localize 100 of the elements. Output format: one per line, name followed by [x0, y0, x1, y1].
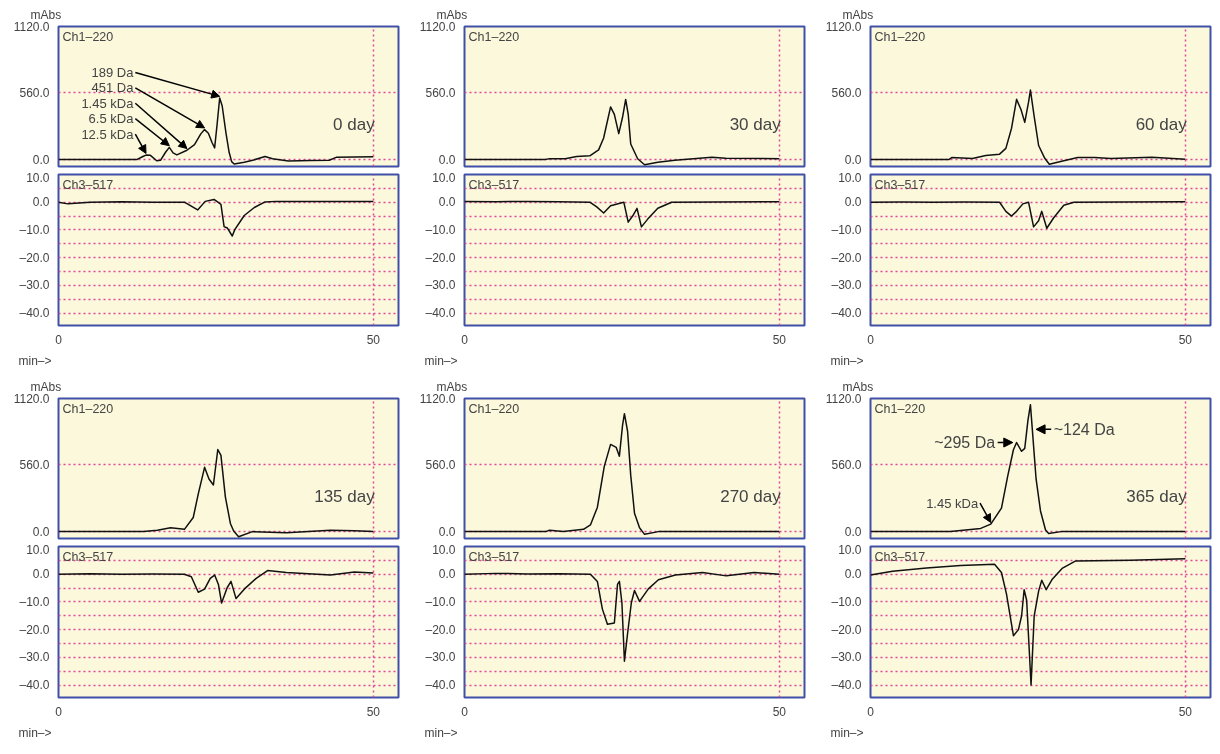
x-axis-title: min–> — [18, 353, 52, 368]
y-tick-label: 560.0 — [425, 458, 456, 473]
x-tick-label: 0 — [55, 704, 63, 719]
x-tick-label: 50 — [1178, 704, 1193, 719]
y-tick-label: –30.0 — [19, 278, 50, 293]
y-tick-label: –40.0 — [425, 306, 456, 321]
line-series — [58, 569, 375, 604]
annotation: 6.5 kDa — [88, 111, 135, 127]
y-tick-label: –10.0 — [831, 594, 862, 609]
x-tick-label: 0 — [461, 704, 469, 719]
y-tick-label: 0.0 — [438, 195, 456, 210]
y-tick-label: 0.0 — [844, 524, 862, 539]
line-series — [870, 200, 1187, 229]
chart-title: Ch1–220 — [62, 401, 114, 416]
y-tick-label: 0.0 — [844, 152, 862, 167]
chart-title: Ch1–220 — [468, 29, 520, 44]
y-tick-label: –10.0 — [19, 222, 50, 237]
y-tick-label: 10.0 — [838, 542, 862, 557]
y-tick-label: 0.0 — [32, 524, 50, 539]
y-tick-label: 10.0 — [838, 170, 862, 185]
y-tick-label: –30.0 — [831, 650, 862, 665]
y-tick-label: 0.0 — [438, 524, 456, 539]
chart-title: Ch3–517 — [874, 177, 926, 192]
y-tick-label: 0.0 — [32, 195, 50, 210]
y-axis-title: mAbs — [436, 379, 468, 394]
y-tick-label: –30.0 — [831, 278, 862, 293]
y-tick-label: 560.0 — [831, 86, 862, 101]
y-tick-label: –40.0 — [19, 306, 50, 321]
y-tick-label: 0.0 — [438, 152, 456, 167]
line-series — [58, 198, 375, 237]
y-tick-label: 0.0 — [844, 567, 862, 582]
x-axis-title: min–> — [424, 725, 458, 740]
y-tick-label: –40.0 — [831, 306, 862, 321]
y-tick-label: –10.0 — [425, 594, 456, 609]
line-series — [58, 448, 375, 538]
chart-title: Ch3–517 — [468, 177, 520, 192]
y-tick-label: –30.0 — [19, 650, 50, 665]
line-series — [464, 571, 781, 662]
annotation: 30 day — [729, 115, 782, 134]
x-tick-label: 0 — [867, 704, 875, 719]
line-series — [870, 89, 1187, 165]
chart-title: Ch3–517 — [468, 549, 520, 564]
x-tick-label: 50 — [366, 332, 381, 347]
line-series — [870, 403, 1187, 535]
annotation: ~124 Da — [1053, 420, 1115, 438]
annotation: 135 day — [314, 487, 376, 506]
y-tick-label: –30.0 — [425, 278, 456, 293]
y-tick-label: 0.0 — [844, 195, 862, 210]
y-tick-label: –10.0 — [831, 222, 862, 237]
y-axis-title: mAbs — [436, 7, 468, 22]
line-series — [464, 412, 781, 536]
chart-title: Ch1–220 — [874, 29, 926, 44]
x-tick-label: 50 — [772, 332, 787, 347]
x-tick-label: 0 — [461, 332, 469, 347]
y-axis-title: mAbs — [842, 379, 874, 394]
y-tick-label: 0.0 — [32, 567, 50, 582]
y-tick-label: 1120.0 — [419, 20, 456, 34]
y-tick-label: 10.0 — [432, 542, 456, 557]
annotation: 1.45 kDa — [926, 495, 979, 511]
y-tick-label: –40.0 — [425, 678, 456, 693]
chart-title: Ch1–220 — [468, 401, 520, 416]
y-tick-label: –20.0 — [19, 622, 50, 637]
y-tick-label: 560.0 — [19, 458, 50, 473]
x-tick-label: 50 — [1178, 332, 1193, 347]
y-tick-label: –20.0 — [425, 250, 456, 265]
y-tick-label: 560.0 — [19, 86, 50, 101]
annotation: 270 day — [720, 487, 782, 506]
y-tick-label: 0.0 — [32, 152, 50, 167]
chart-title: Ch3–517 — [874, 549, 926, 564]
annotation: 12.5 kDa — [81, 126, 135, 142]
chart-title: Ch3–517 — [62, 549, 114, 564]
y-tick-label: 560.0 — [425, 86, 456, 101]
x-axis-title: min–> — [830, 725, 864, 740]
annotation: ~295 Da — [934, 434, 996, 452]
annotation: 60 day — [1135, 115, 1188, 134]
x-axis-title: min–> — [830, 353, 864, 368]
y-tick-label: –20.0 — [19, 250, 50, 265]
y-tick-label: 0.0 — [438, 567, 456, 582]
annotation: 1.45 kDa — [81, 95, 135, 111]
y-axis-title: mAbs — [30, 7, 62, 22]
y-tick-label: –10.0 — [425, 222, 456, 237]
y-axis-title: mAbs — [842, 7, 874, 22]
line-series — [464, 98, 781, 166]
x-axis-title: min–> — [424, 353, 458, 368]
y-tick-label: 1120.0 — [13, 20, 50, 34]
y-tick-label: 1120.0 — [13, 392, 50, 406]
y-tick-label: 10.0 — [26, 170, 50, 185]
y-tick-label: –10.0 — [19, 594, 50, 609]
x-tick-label: 0 — [867, 332, 875, 347]
y-tick-label: –30.0 — [425, 650, 456, 665]
x-tick-label: 50 — [366, 704, 381, 719]
chart-title: Ch1–220 — [874, 401, 926, 416]
annotation: 0 day — [333, 115, 376, 134]
y-tick-label: 1120.0 — [825, 20, 862, 34]
y-tick-label: 10.0 — [432, 170, 456, 185]
y-tick-label: 560.0 — [831, 458, 862, 473]
y-tick-label: 1120.0 — [825, 392, 862, 406]
x-tick-label: 50 — [772, 704, 787, 719]
y-tick-label: –40.0 — [19, 678, 50, 693]
chart-title: Ch1–220 — [62, 29, 114, 44]
